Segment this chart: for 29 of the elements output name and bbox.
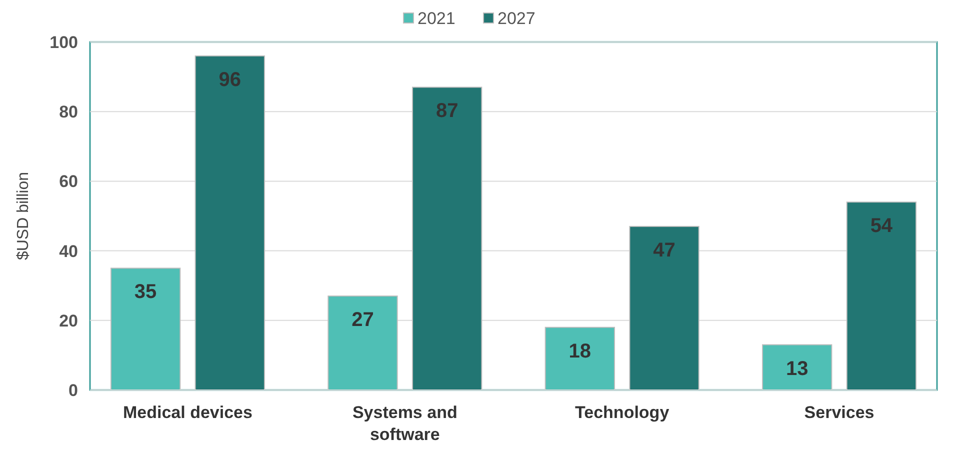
data-label: 47	[653, 239, 676, 262]
y-tick-label: 80	[59, 102, 78, 122]
x-tick-label: Systems and software	[352, 403, 458, 444]
y-tick-label: 0	[68, 381, 78, 400]
bar	[846, 202, 917, 390]
bar	[412, 86, 482, 390]
data-label: 54	[870, 215, 894, 238]
data-label: 96	[218, 68, 242, 91]
y-tick-label: 100	[50, 33, 78, 52]
legend-label: 2027	[498, 9, 536, 28]
bar	[762, 344, 832, 390]
y-tick-label: 40	[59, 242, 78, 261]
data-label: 27	[352, 309, 374, 332]
y-tick-label: 60	[59, 172, 78, 192]
legend-label: 2021	[418, 9, 456, 28]
bar	[110, 268, 181, 390]
data-label: 87	[436, 100, 458, 122]
x-tick-label: Medical devices	[122, 403, 252, 422]
data-label: 18	[568, 340, 592, 362]
bar	[194, 55, 265, 390]
data-label: 13	[786, 358, 808, 380]
x-tick-label: Services	[804, 403, 874, 422]
bar	[328, 296, 398, 390]
bar	[629, 226, 700, 390]
data-label: 35	[134, 281, 157, 304]
x-tick-label: Technology	[575, 403, 670, 422]
y-tick-label: 20	[59, 311, 78, 330]
y-axis-title: $USD billion	[15, 172, 32, 260]
bar	[544, 326, 615, 390]
